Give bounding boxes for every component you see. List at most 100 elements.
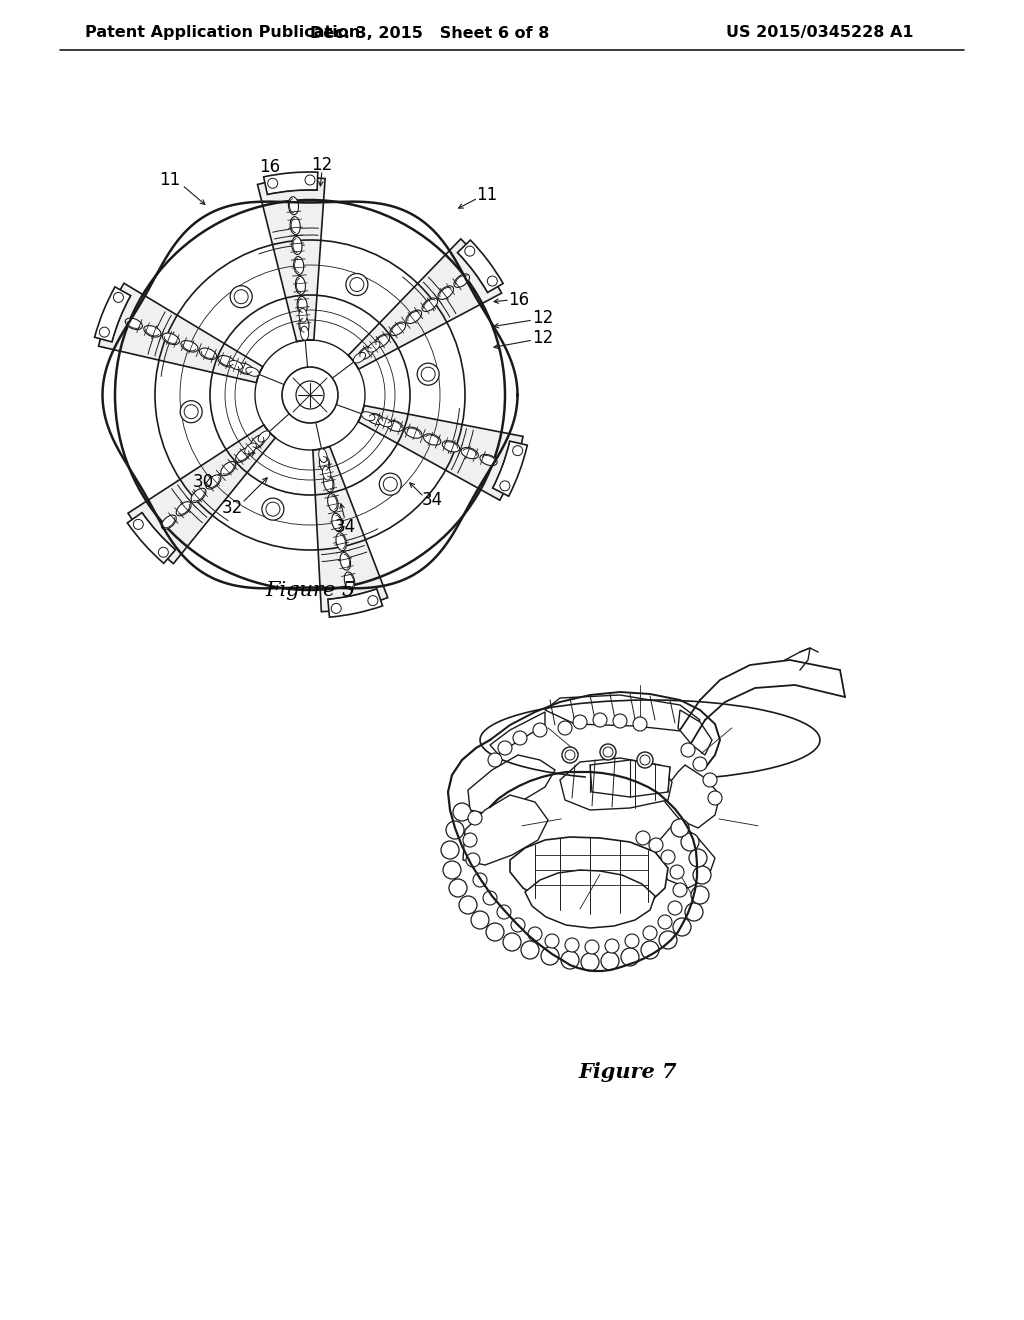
Text: Figure 5: Figure 5: [265, 581, 355, 599]
Ellipse shape: [374, 334, 390, 347]
Ellipse shape: [292, 236, 302, 255]
Circle shape: [693, 866, 711, 884]
Ellipse shape: [323, 466, 331, 480]
Wedge shape: [313, 446, 388, 611]
Circle shape: [521, 941, 539, 960]
Circle shape: [689, 849, 707, 867]
Ellipse shape: [246, 367, 259, 376]
Circle shape: [466, 853, 480, 867]
Ellipse shape: [218, 355, 236, 367]
Circle shape: [417, 363, 439, 385]
Circle shape: [483, 891, 497, 906]
Polygon shape: [525, 870, 655, 928]
Circle shape: [545, 935, 559, 948]
Circle shape: [658, 915, 672, 929]
Circle shape: [133, 519, 143, 529]
Ellipse shape: [480, 454, 498, 466]
Circle shape: [230, 285, 252, 308]
Text: 32: 32: [221, 499, 243, 517]
Circle shape: [565, 939, 579, 952]
Circle shape: [487, 276, 498, 286]
Ellipse shape: [344, 572, 354, 590]
Ellipse shape: [236, 449, 251, 462]
Ellipse shape: [301, 326, 308, 341]
Circle shape: [449, 879, 467, 898]
Wedge shape: [257, 178, 326, 342]
Text: 12: 12: [311, 156, 333, 174]
Circle shape: [110, 195, 510, 595]
Circle shape: [368, 595, 378, 606]
Ellipse shape: [245, 444, 256, 454]
Ellipse shape: [176, 502, 191, 516]
Ellipse shape: [424, 434, 440, 445]
Wedge shape: [348, 239, 502, 370]
Ellipse shape: [191, 488, 206, 503]
Circle shape: [180, 401, 202, 422]
Ellipse shape: [422, 298, 437, 312]
Circle shape: [99, 327, 110, 337]
Polygon shape: [678, 710, 712, 755]
Text: Dec. 3, 2015   Sheet 6 of 8: Dec. 3, 2015 Sheet 6 of 8: [310, 25, 550, 41]
Ellipse shape: [438, 286, 454, 300]
Ellipse shape: [454, 275, 470, 288]
Ellipse shape: [297, 297, 307, 314]
Ellipse shape: [319, 454, 330, 473]
Ellipse shape: [299, 309, 307, 322]
Ellipse shape: [386, 420, 403, 432]
Ellipse shape: [295, 276, 305, 294]
Wedge shape: [94, 286, 131, 342]
Circle shape: [513, 446, 522, 455]
Ellipse shape: [361, 412, 375, 421]
Circle shape: [703, 774, 717, 787]
Circle shape: [379, 473, 401, 495]
Circle shape: [593, 713, 607, 727]
Circle shape: [625, 935, 639, 948]
Ellipse shape: [332, 513, 342, 531]
Ellipse shape: [237, 363, 254, 375]
Polygon shape: [665, 766, 720, 828]
Ellipse shape: [340, 553, 350, 570]
Circle shape: [500, 480, 510, 491]
Text: 30: 30: [193, 473, 214, 491]
Circle shape: [267, 178, 278, 189]
Ellipse shape: [181, 341, 198, 352]
Circle shape: [561, 950, 579, 969]
Ellipse shape: [404, 426, 422, 438]
Circle shape: [528, 927, 542, 941]
Circle shape: [534, 723, 547, 737]
Text: 34: 34: [335, 517, 355, 536]
Circle shape: [468, 810, 482, 825]
Wedge shape: [127, 512, 175, 564]
Circle shape: [633, 717, 647, 731]
Ellipse shape: [206, 475, 221, 490]
Ellipse shape: [358, 346, 374, 359]
Ellipse shape: [368, 413, 384, 425]
Circle shape: [585, 940, 599, 954]
Circle shape: [159, 548, 168, 557]
Circle shape: [621, 948, 639, 966]
Circle shape: [562, 747, 578, 763]
Ellipse shape: [229, 360, 243, 370]
Circle shape: [331, 603, 341, 614]
Circle shape: [473, 873, 487, 887]
Circle shape: [600, 744, 616, 760]
Circle shape: [305, 176, 315, 185]
Ellipse shape: [299, 317, 309, 334]
Circle shape: [649, 838, 663, 851]
Polygon shape: [560, 758, 672, 810]
Wedge shape: [263, 172, 317, 194]
Text: 12: 12: [532, 329, 554, 347]
Text: 12: 12: [532, 309, 554, 327]
Circle shape: [693, 756, 707, 771]
Text: 11: 11: [160, 172, 180, 189]
Circle shape: [465, 246, 475, 256]
Ellipse shape: [461, 447, 478, 459]
Circle shape: [662, 850, 675, 865]
Wedge shape: [493, 441, 527, 496]
Ellipse shape: [442, 441, 460, 451]
Circle shape: [681, 743, 695, 756]
Ellipse shape: [162, 515, 176, 529]
Ellipse shape: [336, 533, 346, 550]
Ellipse shape: [368, 342, 380, 352]
Polygon shape: [468, 755, 555, 814]
